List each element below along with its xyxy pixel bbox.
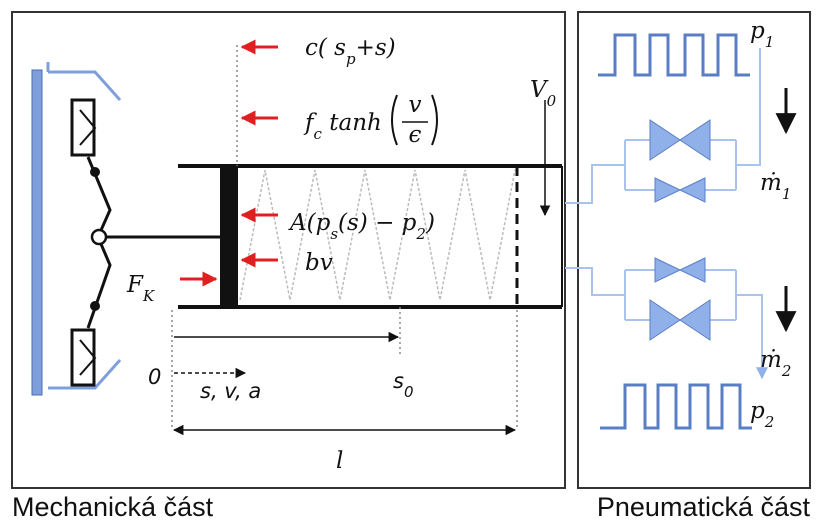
pneumatic-frame — [577, 11, 811, 489]
label-part: ṁ — [760, 347, 782, 373]
subscript: 2 — [781, 362, 792, 380]
label: fc tanh — [303, 110, 382, 143]
label: s, v, a — [200, 379, 261, 403]
label-part: s, v, a — [200, 379, 261, 403]
label: p1 — [750, 18, 774, 51]
label-part: ) — [425, 210, 435, 236]
subscript: 2 — [764, 413, 775, 431]
label-part: tanh — [322, 110, 382, 136]
mechanical-frame — [11, 11, 566, 489]
label-part: V — [530, 77, 549, 103]
label-part: 0 — [148, 365, 161, 389]
label: s0 — [393, 369, 414, 401]
mechanism — [31, 39, 563, 436]
subscript: s — [330, 225, 338, 243]
subscript: K — [142, 287, 155, 305]
label: A(ps(s) − p2) — [288, 210, 435, 243]
subscript: 2 — [415, 225, 426, 243]
label-part: (s) − p — [338, 210, 417, 236]
caption: Mechanická část — [12, 492, 214, 522]
label-part: p — [750, 18, 765, 44]
label: bv — [305, 250, 333, 276]
label-part: f — [303, 110, 317, 136]
label-part: s — [393, 369, 404, 393]
subscript: 1 — [782, 185, 792, 203]
label-part: A(p — [288, 210, 331, 236]
subscript: c — [314, 125, 323, 143]
label: p2 — [750, 398, 774, 431]
denominator: ϵ — [409, 122, 422, 148]
pneumatic-circuit — [565, 33, 797, 430]
label: FK — [126, 272, 155, 305]
numerator: v — [409, 92, 422, 118]
subscript: 0 — [547, 92, 557, 110]
subscript: p — [346, 50, 356, 68]
label: 0 — [148, 365, 161, 389]
caption: Pneumatická část — [597, 492, 811, 522]
label: ṁ1 — [760, 170, 791, 203]
subscript: 0 — [404, 383, 414, 401]
label-part: ṁ — [760, 170, 782, 196]
label-part: c( s — [305, 35, 346, 61]
label-part: F — [126, 272, 144, 298]
label: ṁ2 — [760, 347, 791, 380]
label-part: bv — [305, 250, 333, 276]
label-part: p — [750, 398, 765, 424]
label-part: l — [336, 448, 343, 474]
label-part: +s) — [356, 35, 396, 61]
label: c( sp+s) — [305, 35, 396, 68]
label: V0 — [530, 77, 557, 110]
subscript: 1 — [765, 33, 775, 51]
label: l — [336, 448, 343, 474]
